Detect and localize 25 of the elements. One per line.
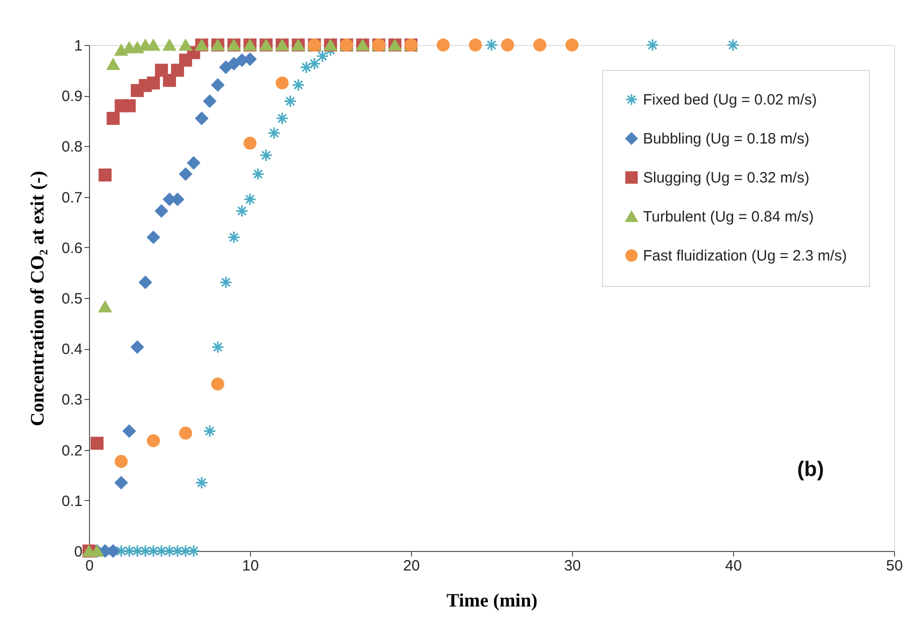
x-tick-label: 0: [85, 558, 94, 574]
x-tick-label: 30: [564, 558, 581, 574]
y-tick-label: 0.2: [62, 442, 82, 460]
y-tick-label: 0.6: [62, 240, 82, 257]
legend-label: Turbulent (Ug = 0.84 m/s): [643, 208, 814, 226]
y-tick-label: 0.1: [62, 492, 82, 510]
annotation: (b): [797, 458, 824, 481]
x-axis-title: Time (min): [446, 590, 538, 612]
legend-label: Fixed bed (Ug = 0.02 m/s): [643, 92, 817, 108]
legend-label: Slugging (Ug = 0.32 m/s): [643, 170, 810, 186]
y-tick-label: 0.3: [62, 392, 82, 409]
x-tick-label: 50: [886, 558, 903, 574]
y-tick-label: 0: [74, 544, 82, 560]
legend-label: Fast fluidization (Ug = 2.3 m/s): [643, 248, 847, 264]
y-tick-label: 1: [74, 38, 82, 54]
y-axis-title: Concentration of CO₂ at exit (-): [28, 170, 49, 426]
x-tick-label: 10: [242, 558, 259, 574]
y-tick-label: 0.5: [62, 290, 82, 308]
x-tick-label: 40: [725, 558, 742, 574]
y-tick-label: 0.8: [62, 138, 82, 156]
y-tick-label: 0.4: [62, 341, 82, 358]
y-tick-label: 0.7: [62, 189, 82, 206]
x-tick-label: 20: [403, 558, 420, 574]
legend-label: Bubbling (Ug = 0.18 m/s): [643, 130, 810, 148]
y-tick-label: 0.9: [62, 88, 82, 106]
